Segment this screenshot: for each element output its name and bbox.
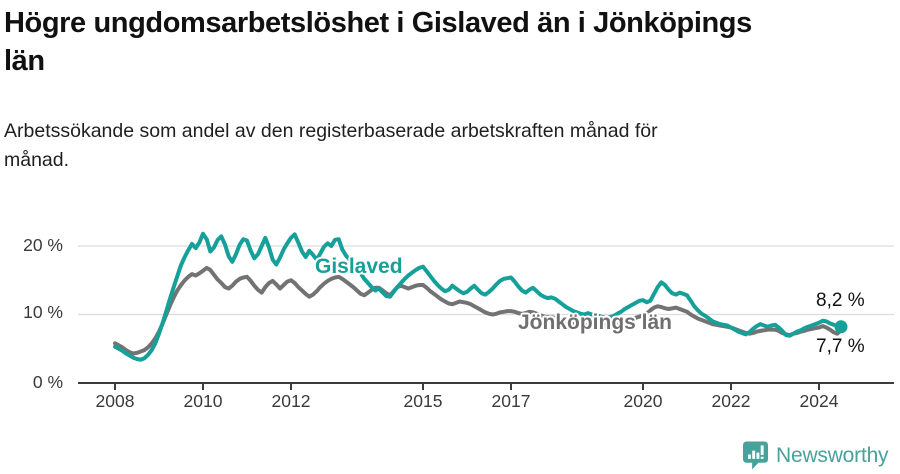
series-line-jonkopings-lan	[113, 265, 843, 356]
x-axis-label-2024: 2024	[799, 391, 839, 411]
bar-chart-glyph	[747, 445, 764, 459]
end-value-jonkoping: 7,7 %	[816, 336, 865, 357]
x-axis-label-2020: 2020	[623, 391, 663, 411]
series-label-jonkoping: Jönköpings län	[518, 311, 673, 334]
y-axis-label-10: 10 %	[23, 302, 63, 322]
brand-name: Newsworthy	[776, 443, 889, 467]
x-axis-label-2022: 2022	[711, 391, 751, 411]
y-axis-label-0: 0 %	[32, 372, 63, 392]
speech-bubble-shape	[742, 441, 769, 470]
end-value-gislaved: 8,2 %	[816, 290, 865, 311]
page-title: Högre ungdomsarbetslöshet i Gislaved än …	[4, 7, 752, 77]
newsworthy-logo-icon	[742, 441, 769, 470]
x-axis-label-2012: 2012	[271, 391, 311, 411]
x-axis-label-2008: 2008	[95, 391, 135, 411]
brand-footer: Newsworthy	[742, 440, 889, 471]
series-line-gislaved	[113, 231, 843, 362]
x-axis-label-2010: 2010	[183, 391, 223, 411]
x-axis-label-2017: 2017	[491, 391, 531, 411]
y-axis-label-20: 20 %	[23, 235, 63, 255]
chart-subtitle: Arbetssökande som andel av den registerb…	[4, 120, 658, 171]
series-label-gislaved: Gislaved	[315, 255, 403, 278]
x-axis-label-2015: 2015	[403, 391, 443, 411]
series-end-dot-gislaved	[834, 320, 848, 334]
